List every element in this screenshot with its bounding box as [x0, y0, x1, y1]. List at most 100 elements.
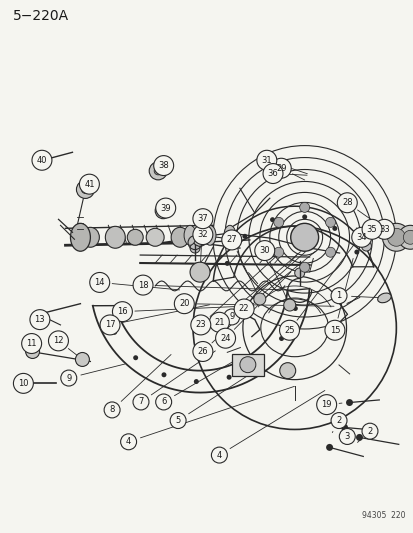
- Text: 12: 12: [53, 336, 64, 345]
- Circle shape: [361, 423, 377, 439]
- Text: 22: 22: [238, 304, 249, 313]
- Circle shape: [242, 234, 247, 239]
- Circle shape: [325, 247, 335, 257]
- Circle shape: [155, 198, 175, 218]
- Text: 15: 15: [329, 326, 339, 335]
- Circle shape: [209, 312, 229, 332]
- Ellipse shape: [377, 293, 390, 303]
- Circle shape: [90, 272, 109, 293]
- Circle shape: [316, 394, 336, 415]
- Text: 24: 24: [220, 334, 230, 343]
- Circle shape: [234, 299, 254, 319]
- Text: 1: 1: [336, 291, 341, 300]
- Circle shape: [154, 167, 162, 175]
- Circle shape: [279, 362, 295, 378]
- Text: 2: 2: [336, 416, 341, 425]
- Text: 26: 26: [197, 347, 208, 356]
- Circle shape: [75, 352, 89, 367]
- Circle shape: [262, 164, 282, 183]
- Circle shape: [226, 375, 231, 379]
- Text: 36: 36: [267, 169, 278, 178]
- Circle shape: [330, 413, 346, 429]
- Circle shape: [411, 227, 413, 248]
- Circle shape: [192, 209, 212, 229]
- Ellipse shape: [127, 229, 143, 245]
- Circle shape: [339, 429, 354, 445]
- Circle shape: [104, 402, 120, 418]
- Text: 2: 2: [366, 427, 372, 435]
- Text: 31: 31: [261, 156, 271, 165]
- Text: 3: 3: [344, 432, 349, 441]
- Text: 30: 30: [259, 246, 269, 255]
- Circle shape: [325, 217, 335, 227]
- Text: 4: 4: [126, 437, 131, 446]
- Circle shape: [32, 150, 52, 170]
- Circle shape: [155, 203, 171, 219]
- Text: 21: 21: [214, 318, 224, 327]
- Circle shape: [133, 355, 138, 360]
- Circle shape: [26, 344, 40, 359]
- Text: 34: 34: [356, 233, 366, 242]
- Circle shape: [361, 241, 370, 251]
- Circle shape: [299, 203, 309, 212]
- Circle shape: [193, 379, 198, 384]
- Text: 32: 32: [197, 230, 208, 239]
- Text: 20: 20: [179, 299, 189, 308]
- Circle shape: [112, 330, 117, 335]
- Circle shape: [153, 156, 173, 175]
- Ellipse shape: [105, 227, 125, 248]
- Circle shape: [79, 174, 99, 194]
- Circle shape: [345, 399, 352, 406]
- Circle shape: [215, 328, 235, 348]
- Text: 9: 9: [66, 374, 71, 383]
- Text: 25: 25: [284, 326, 294, 335]
- Circle shape: [373, 220, 394, 239]
- Text: 23: 23: [195, 320, 206, 329]
- Circle shape: [354, 249, 358, 255]
- Text: 7: 7: [138, 398, 143, 407]
- Circle shape: [155, 394, 171, 410]
- Text: 8: 8: [109, 406, 114, 415]
- Text: 5: 5: [175, 416, 180, 425]
- Text: 11: 11: [26, 339, 37, 348]
- Circle shape: [170, 413, 185, 429]
- Ellipse shape: [223, 225, 235, 245]
- Ellipse shape: [70, 223, 90, 251]
- Circle shape: [30, 310, 50, 329]
- Circle shape: [13, 374, 33, 393]
- Text: 38: 38: [158, 161, 169, 170]
- Circle shape: [161, 372, 166, 377]
- Circle shape: [211, 447, 227, 463]
- Text: 35: 35: [366, 225, 376, 234]
- Circle shape: [299, 262, 309, 272]
- Circle shape: [292, 306, 297, 311]
- Circle shape: [190, 315, 210, 335]
- Text: 5−220A: 5−220A: [13, 9, 69, 23]
- Text: 40: 40: [37, 156, 47, 165]
- Text: 16: 16: [117, 307, 128, 316]
- Circle shape: [224, 261, 229, 266]
- Text: 14: 14: [94, 278, 105, 287]
- Circle shape: [190, 243, 199, 253]
- Text: 10: 10: [18, 379, 28, 388]
- Text: 39: 39: [160, 204, 171, 213]
- Circle shape: [112, 302, 132, 321]
- Circle shape: [76, 181, 94, 198]
- Circle shape: [387, 228, 404, 246]
- Ellipse shape: [184, 225, 196, 245]
- Circle shape: [301, 214, 306, 220]
- Circle shape: [100, 315, 120, 335]
- Ellipse shape: [81, 227, 99, 247]
- Text: 13: 13: [35, 315, 45, 324]
- Circle shape: [221, 230, 241, 250]
- Circle shape: [279, 320, 299, 340]
- Circle shape: [48, 331, 68, 351]
- Circle shape: [337, 193, 356, 213]
- Text: 6: 6: [161, 398, 166, 407]
- Circle shape: [192, 342, 212, 361]
- Text: 27: 27: [226, 236, 237, 245]
- Circle shape: [254, 240, 274, 261]
- Circle shape: [330, 288, 346, 304]
- Circle shape: [239, 357, 255, 373]
- Circle shape: [192, 225, 212, 245]
